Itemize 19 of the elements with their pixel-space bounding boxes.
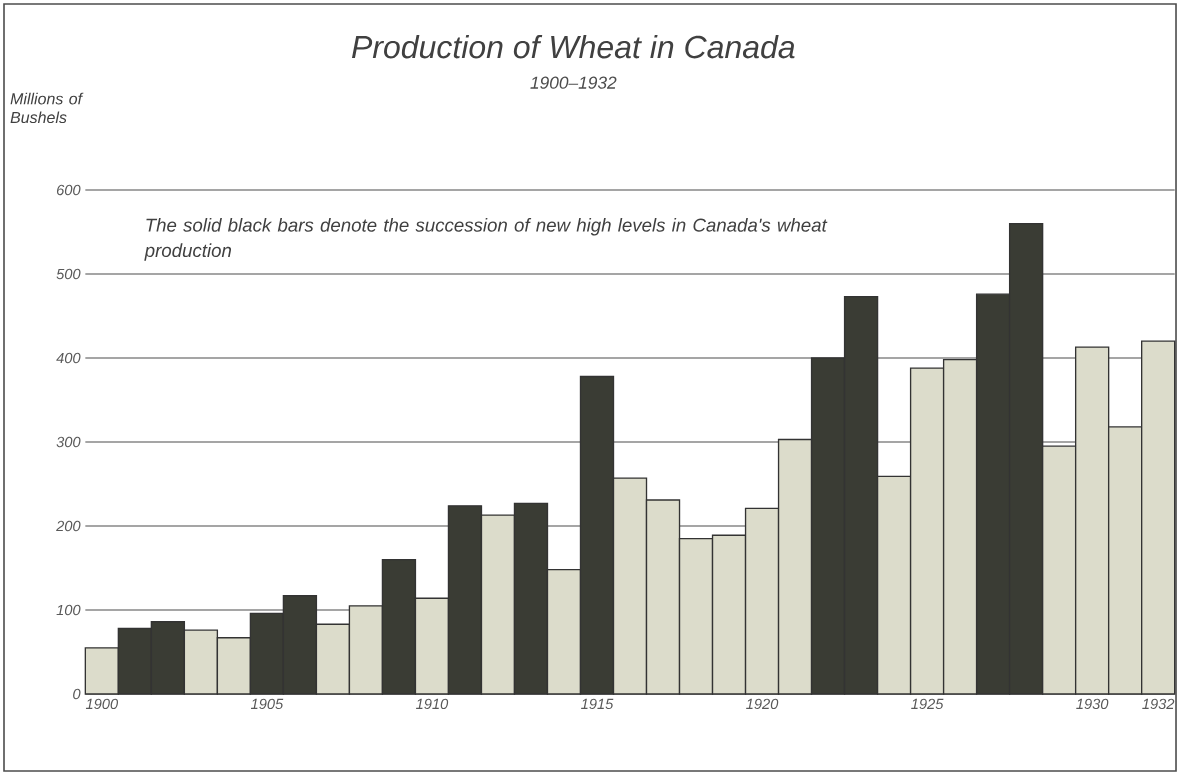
y-tick-label: 0 [73,688,81,700]
x-tick-label: 1915 [581,698,614,710]
y-tick-label: 400 [56,352,81,364]
chart-title: Production of Wheat in Canada [351,34,795,59]
y-axis-title: Millions of Bushels [10,92,84,124]
annotation: The solid black bars denote the succession of new high levels in Canada's wheat production [144,218,828,261]
y-tick-label: 300 [56,436,81,448]
y-tick-label: 600 [56,184,81,196]
x-tick-label: 1905 [250,698,284,710]
x-tick-label: 1932 [1142,698,1175,710]
chart-subtitle: 1900–1932 [530,76,617,89]
y-tick-label: 200 [56,520,81,532]
x-tick-label: 1925 [911,698,944,710]
x-tick-label: 1920 [746,698,779,710]
x-tick-label: 1910 [416,698,449,710]
y-tick-label: 100 [56,604,81,616]
x-tick-label: 1930 [1076,698,1109,710]
y-tick-label: 500 [56,268,81,280]
x-tick-label: 1900 [85,698,119,710]
